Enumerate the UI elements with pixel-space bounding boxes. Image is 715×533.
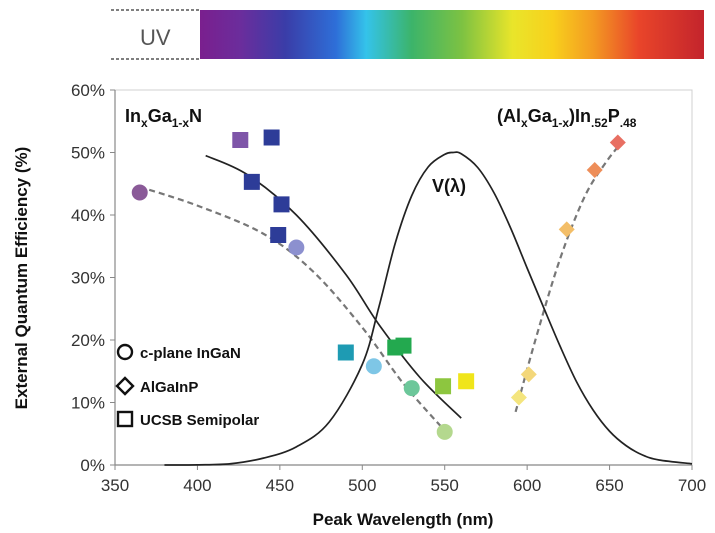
semipolar-point: [243, 173, 260, 190]
legend-diamond-marker: [115, 376, 135, 396]
y-tick-label: 60%: [71, 81, 105, 100]
algainp-formula-label: (AlxGa1-x)In.52P.48: [497, 106, 637, 130]
legend-label-algainp: AlGaInP: [140, 379, 198, 396]
cplane-ingan-point: [436, 423, 453, 440]
algainp-point: [586, 162, 603, 178]
semipolar-point: [337, 344, 354, 361]
spectrum-bar: UV: [111, 9, 704, 60]
ingan-formula-label: InxGa1-xN: [125, 106, 202, 130]
cplane-ingan-point: [131, 184, 148, 201]
x-tick-label: 600: [513, 476, 541, 495]
y-tick-label: 0%: [80, 456, 105, 475]
ingan-trend-curve: [205, 154, 462, 419]
y-axis-title: External Quantum Efficiency (%): [12, 147, 31, 410]
algainp-point: [558, 221, 575, 238]
y-tick-label: 10%: [71, 394, 105, 413]
algainp-point: [520, 366, 537, 383]
cplane-ingan-point: [403, 380, 420, 397]
semipolar-point: [458, 373, 475, 390]
x-tick-label: 700: [678, 476, 706, 495]
cplane-ingan-point: [365, 358, 382, 375]
visible-spectrum-gradient: [200, 10, 704, 59]
cplane-ingan-point: [288, 239, 305, 256]
vlambda-label: V(λ): [432, 176, 466, 196]
x-tick-label: 550: [431, 476, 459, 495]
semipolar-point: [270, 227, 287, 243]
semipolar-point: [435, 378, 452, 395]
algainp-point: [510, 389, 527, 406]
vlambda-curve: [164, 151, 693, 466]
y-tick-label: 30%: [71, 269, 105, 288]
cplane-fit-curve: [139, 185, 446, 432]
semipolar-point: [395, 337, 412, 354]
legend-circle-marker: [116, 343, 134, 361]
legend-square-marker: [116, 410, 134, 428]
semipolar-point: [273, 196, 290, 213]
semipolar-point: [263, 129, 280, 146]
algainp-point: [609, 134, 626, 151]
legend-label-semipolar: UCSB Semipolar: [140, 412, 259, 429]
y-tick-labels: 0% 10% 20% 30% 40% 50% 60%: [71, 81, 115, 475]
x-tick-label: 500: [348, 476, 376, 495]
x-tick-label: 400: [183, 476, 211, 495]
x-tick-label: 350: [101, 476, 129, 495]
plot-area: [114, 89, 693, 466]
x-tick-label: 450: [266, 476, 294, 495]
y-tick-label: 20%: [71, 331, 105, 350]
x-axis-title: Peak Wavelength (nm): [313, 510, 494, 529]
uv-label: UV: [140, 25, 171, 50]
points-layer: [131, 129, 626, 440]
legend-label-cplane: c-plane InGaN: [140, 345, 241, 362]
y-tick-label: 50%: [71, 144, 105, 163]
x-tick-labels: 350 400 450 500 550 600 650 700: [101, 465, 706, 495]
y-tick-label: 40%: [71, 206, 105, 225]
legend: c-plane InGaN AlGaInP UCSB Semipolar: [115, 343, 259, 429]
semipolar-point: [232, 132, 249, 148]
x-tick-label: 650: [595, 476, 623, 495]
